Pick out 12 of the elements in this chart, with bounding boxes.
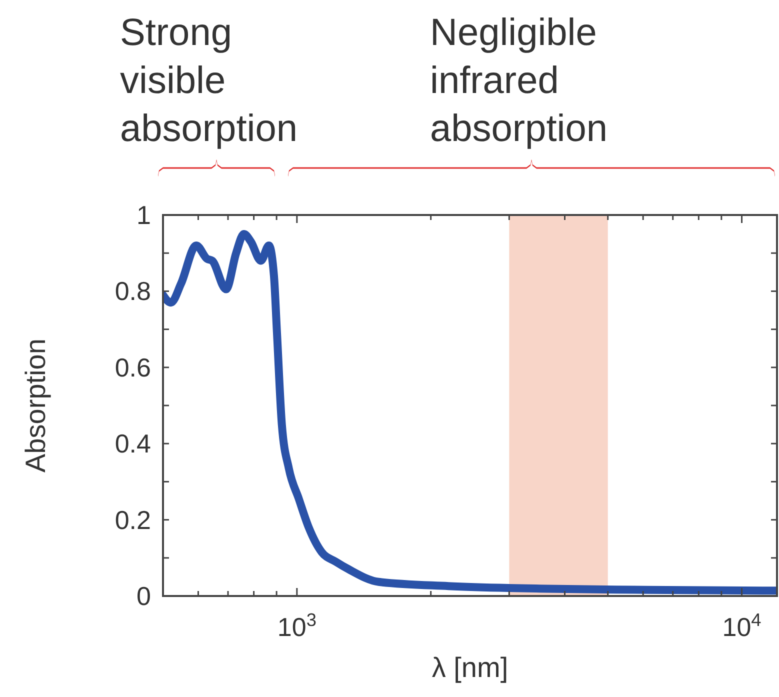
y-tick-label: 0.4 (114, 428, 151, 459)
y-axis-title: Absorption (20, 338, 51, 472)
x-axis-title: λ [nm] (432, 652, 508, 683)
x-tick-label: 10$^{3}$ (277, 610, 316, 642)
y-tick-label: 0.8 (114, 276, 151, 306)
x-tick-label: 10$^{4}$ (722, 610, 762, 642)
text: Strong visible absorption (120, 12, 298, 150)
y-tick-label: 0.6 (114, 352, 151, 382)
y-tick-label: 1 (136, 200, 151, 230)
y-tick-label: 0.2 (114, 504, 151, 535)
text: Negligible infrared absorption (430, 12, 608, 150)
y-tick-label: 0 (136, 581, 151, 611)
